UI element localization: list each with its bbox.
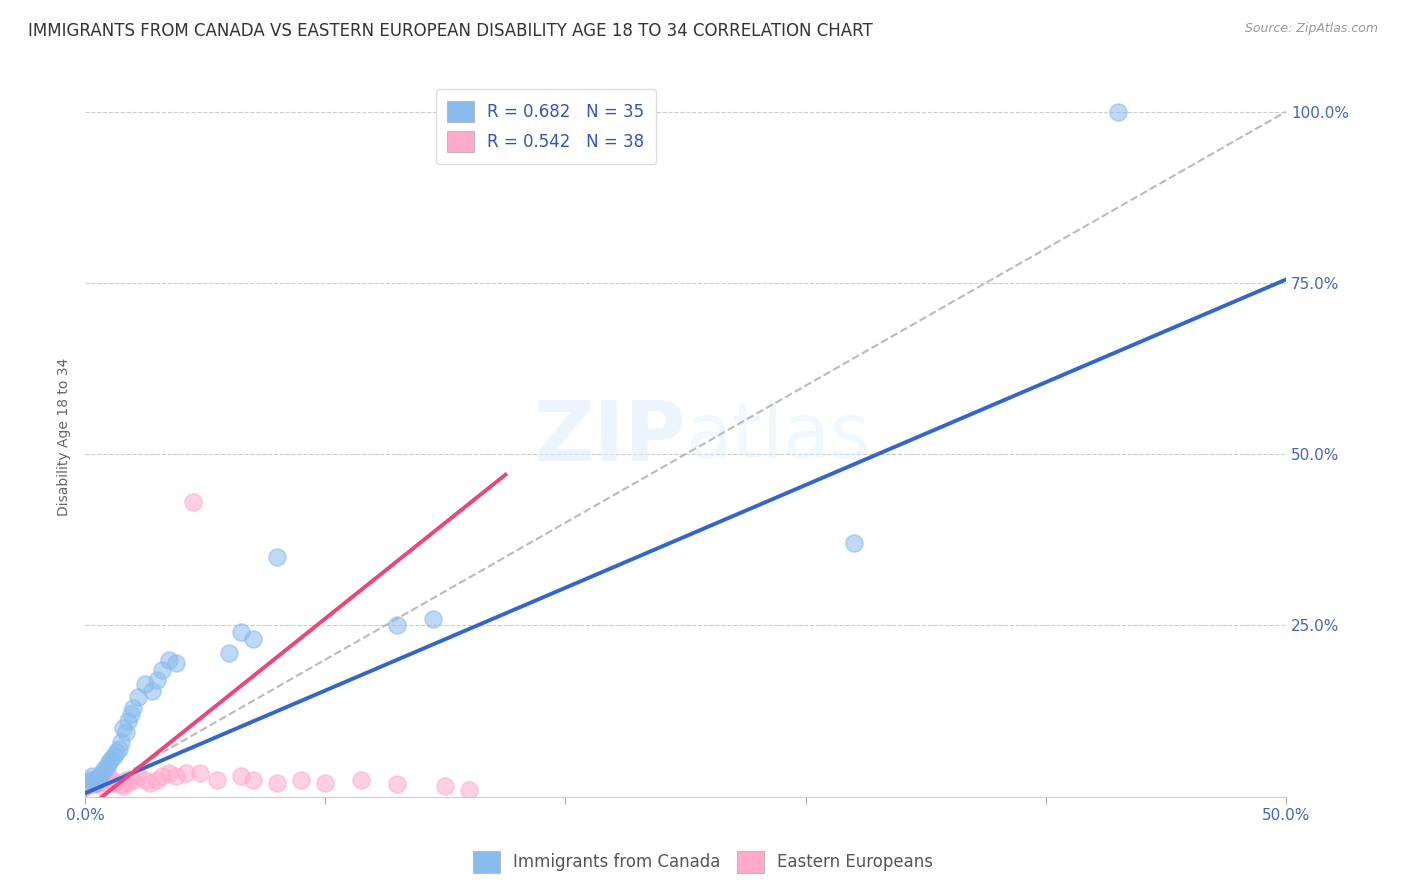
Point (103, 748, 125, 763)
Point (165, 769, 187, 783)
Point (89, 769, 111, 783)
Point (842, 536, 865, 550)
Point (115, 772, 138, 787)
Point (231, 769, 253, 783)
Text: ZIP: ZIP (533, 397, 686, 477)
Point (112, 721, 135, 735)
Point (146, 673, 169, 688)
Point (231, 625, 253, 640)
Point (266, 549, 288, 564)
Point (422, 611, 444, 625)
Y-axis label: Disability Age 18 to 34: Disability Age 18 to 34 (58, 358, 72, 516)
Point (434, 780, 457, 794)
Point (90, 780, 112, 794)
Point (242, 772, 264, 787)
Point (89, 771, 111, 785)
Point (98, 769, 121, 783)
Point (458, 782, 481, 797)
Point (93, 762, 115, 776)
Point (134, 772, 156, 787)
Point (387, 777, 409, 791)
Point (105, 745, 128, 759)
Point (76, 780, 98, 794)
Point (117, 714, 139, 729)
Point (150, 663, 173, 677)
Point (90, 765, 112, 780)
Point (157, 765, 180, 780)
Legend: R = 0.682   N = 35, R = 0.542   N = 38: R = 0.682 N = 35, R = 0.542 N = 38 (436, 89, 657, 164)
Point (83, 776, 105, 790)
Point (205, 772, 228, 787)
Point (150, 769, 173, 783)
Point (100, 772, 122, 787)
Point (86, 774, 108, 789)
Point (122, 700, 145, 714)
Point (112, 780, 135, 794)
Point (122, 772, 145, 787)
Point (218, 646, 240, 660)
Point (127, 769, 149, 783)
Point (266, 776, 288, 790)
Point (387, 618, 409, 632)
Point (96, 772, 118, 787)
Point (82, 772, 104, 787)
Point (110, 777, 132, 791)
Text: IMMIGRANTS FROM CANADA VS EASTERN EUROPEAN DISABILITY AGE 18 TO 34 CORRELATION C: IMMIGRANTS FROM CANADA VS EASTERN EUROPE… (28, 22, 873, 40)
Point (139, 776, 162, 790)
Point (110, 735, 132, 749)
Point (86, 772, 108, 787)
Point (165, 656, 187, 670)
Point (1107, 104, 1129, 119)
Point (100, 752, 122, 766)
Point (134, 676, 156, 690)
Point (117, 776, 139, 790)
Point (83, 777, 105, 791)
Legend: Immigrants from Canada, Eastern Europeans: Immigrants from Canada, Eastern European… (467, 845, 939, 880)
Point (188, 765, 211, 780)
Text: atlas: atlas (686, 400, 870, 474)
Point (141, 683, 163, 698)
Point (82, 769, 104, 783)
Point (107, 741, 129, 756)
Text: Source: ZipAtlas.com: Source: ZipAtlas.com (1244, 22, 1378, 36)
Point (115, 724, 138, 739)
Point (103, 776, 125, 790)
Point (350, 772, 373, 787)
Point (174, 765, 197, 780)
Point (242, 632, 264, 647)
Point (96, 759, 118, 773)
Point (157, 653, 180, 667)
Point (290, 772, 312, 787)
Point (76, 776, 98, 790)
Point (98, 756, 121, 770)
Point (105, 774, 128, 789)
Point (79, 776, 101, 790)
Point (146, 772, 169, 787)
Point (79, 772, 101, 787)
Point (127, 690, 149, 705)
Point (93, 776, 115, 790)
Point (181, 495, 204, 509)
Point (120, 707, 142, 722)
Point (314, 776, 336, 790)
